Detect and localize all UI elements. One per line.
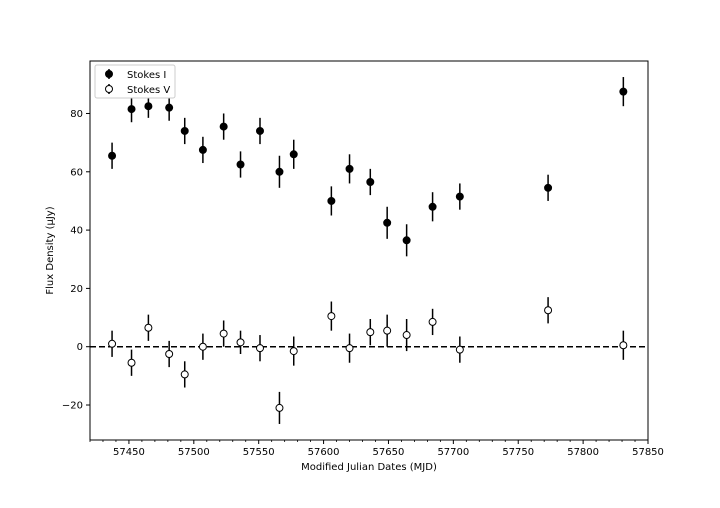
data-point-stokes-v	[108, 339, 117, 348]
data-point-stokes-v	[366, 328, 375, 337]
legend-label-stokes-v: Stokes V	[127, 85, 170, 96]
data-point-stokes-v	[619, 341, 628, 350]
data-point-stokes-v	[455, 345, 464, 354]
data-point-stokes-i	[255, 126, 264, 135]
x-tick-label: 57750	[502, 447, 534, 458]
y-tick-label: 60	[70, 167, 83, 178]
data-point-stokes-i	[428, 202, 437, 211]
data-point-stokes-i	[289, 150, 298, 159]
data-point-stokes-v	[275, 403, 284, 412]
y-tick-label: 40	[70, 226, 83, 237]
data-point-stokes-i	[366, 177, 375, 186]
data-point-stokes-v	[236, 338, 245, 347]
y-tick-label: −20	[62, 401, 83, 412]
data-point-stokes-i	[619, 87, 628, 96]
data-point-stokes-i	[236, 160, 245, 169]
data-point-stokes-v	[402, 331, 411, 340]
data-point-stokes-i	[327, 196, 336, 205]
legend: Stokes I Stokes V	[94, 64, 176, 99]
legend-marker-stokes-v	[105, 85, 113, 93]
data-point-stokes-i	[544, 183, 553, 192]
data-point-stokes-v	[180, 370, 189, 379]
data-point-stokes-v	[144, 323, 153, 332]
data-point-stokes-i	[275, 167, 284, 176]
x-tick-label: 57700	[437, 447, 469, 458]
x-tick-label: 57450	[113, 447, 145, 458]
legend-frame	[94, 64, 176, 99]
data-point-stokes-v	[327, 312, 336, 321]
axis-ticks: 57450 57500 57550 57600 57650 57700 57750 57800…	[62, 109, 664, 458]
data-point-stokes-i	[219, 122, 228, 131]
data-point-stokes-i	[198, 145, 207, 154]
x-tick-label: 57500	[178, 447, 210, 458]
x-tick-label: 57600	[308, 447, 340, 458]
plot-marks	[90, 77, 648, 424]
data-point-stokes-i	[455, 192, 464, 201]
data-point-stokes-v	[219, 329, 228, 338]
x-tick-label: 57650	[373, 447, 405, 458]
data-point-stokes-i	[108, 151, 117, 160]
y-tick-label: 0	[77, 342, 83, 353]
data-point-stokes-v	[428, 317, 437, 326]
data-point-stokes-i	[165, 103, 174, 112]
data-point-stokes-v	[383, 326, 392, 335]
data-point-stokes-i	[144, 102, 153, 111]
x-tick-label: 57850	[632, 447, 664, 458]
data-point-stokes-v	[289, 347, 298, 356]
data-point-stokes-i	[402, 236, 411, 245]
data-point-stokes-i	[127, 105, 136, 114]
legend-marker-stokes-i	[105, 70, 113, 78]
x-tick-label: 57800	[567, 447, 599, 458]
data-point-stokes-v	[127, 358, 136, 367]
y-tick-label: 80	[70, 109, 83, 120]
data-point-stokes-v	[255, 344, 264, 353]
legend-label-stokes-i: Stokes I	[127, 70, 166, 81]
data-point-stokes-v	[198, 342, 207, 351]
x-axis-label: Modified Julian Dates (MJD)	[301, 462, 437, 473]
x-tick-label: 57550	[243, 447, 275, 458]
data-point-stokes-v	[165, 349, 174, 358]
plot-frame	[89, 60, 649, 441]
y-tick-label: 20	[70, 284, 83, 295]
data-point-stokes-i	[180, 126, 189, 135]
data-point-stokes-v	[345, 344, 354, 353]
data-point-stokes-v	[544, 306, 553, 315]
y-axis-label: Flux Density (μJy)	[45, 206, 56, 294]
data-point-stokes-i	[383, 218, 392, 227]
data-point-stokes-i	[345, 164, 354, 173]
